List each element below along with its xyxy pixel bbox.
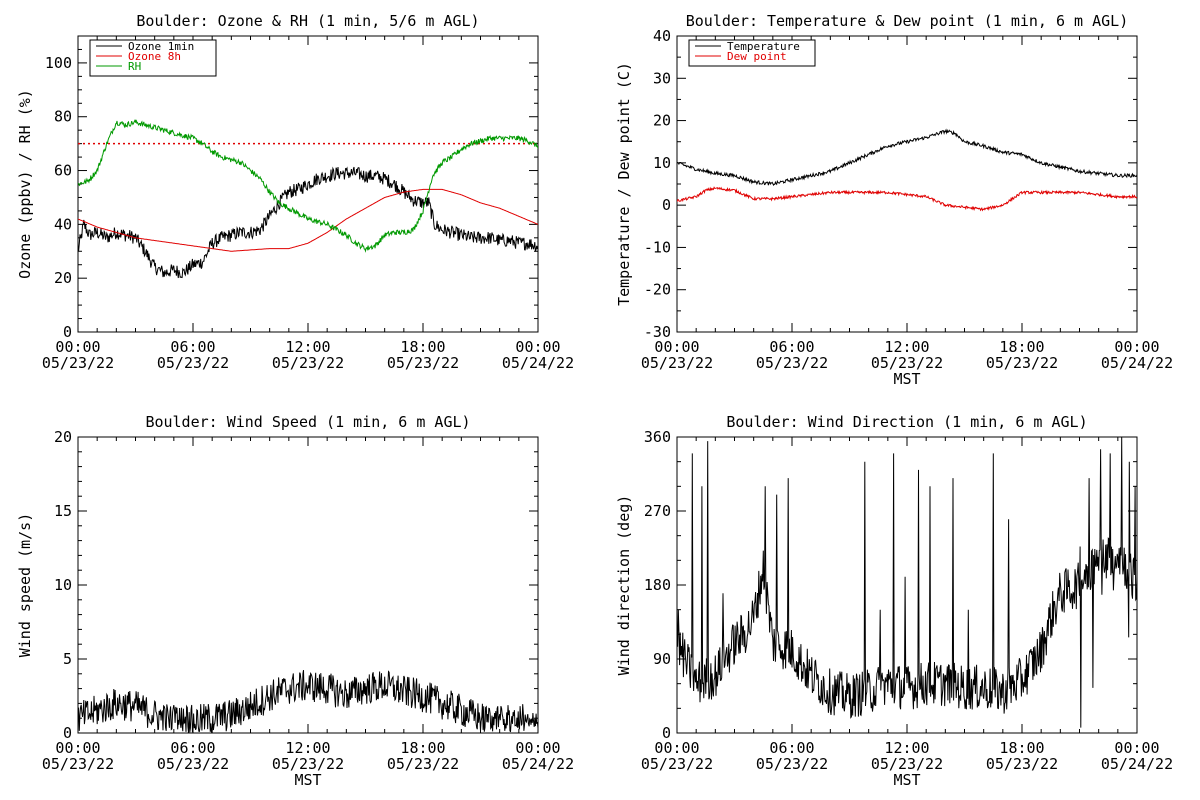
x-tick-label-time: 00:00	[654, 739, 699, 757]
x-tick-label-date: 05/23/22	[871, 354, 943, 372]
x-tick-label-time: 06:00	[769, 739, 814, 757]
x-axis-label: MST	[893, 370, 920, 388]
x-tick-label-time: 00:00	[1114, 739, 1159, 757]
data-series-line	[78, 670, 538, 733]
x-tick-label-date: 05/23/22	[986, 354, 1058, 372]
y-axis-label: Ozone (ppbv) / RH (%)	[16, 89, 34, 279]
legend-label: Ozone 1min	[128, 40, 194, 53]
y-tick-label: 360	[644, 428, 671, 446]
x-tick-label-date: 05/24/22	[502, 755, 574, 773]
x-tick-label-date: 05/23/22	[157, 354, 229, 372]
chart-title: Boulder: Wind Speed (1 min, 6 m AGL)	[145, 413, 470, 431]
legend-label: Temperature	[727, 40, 800, 53]
x-tick-label-date: 05/24/22	[502, 354, 574, 372]
y-tick-label: 0	[662, 196, 671, 214]
x-tick-label-time: 18:00	[400, 739, 445, 757]
plot-frame	[676, 35, 1138, 333]
x-tick-label-date: 05/23/22	[272, 755, 344, 773]
y-tick-label: 30	[653, 69, 671, 87]
x-tick-label-date: 05/23/22	[756, 354, 828, 372]
x-tick-label-time: 12:00	[884, 739, 929, 757]
wind-direction-panel: 09018027036000:0005/23/2206:0005/23/2212…	[615, 413, 1173, 789]
x-tick-label-time: 06:00	[170, 739, 215, 757]
x-tick-label-time: 00:00	[654, 338, 699, 356]
ozone-1min-series-line	[78, 166, 538, 279]
y-tick-label: 20	[653, 112, 671, 130]
y-tick-label: 20	[54, 269, 72, 287]
y-tick-label: 180	[644, 576, 671, 594]
x-tick-label-date: 05/23/22	[387, 755, 459, 773]
y-axis-label: Wind direction (deg)	[615, 495, 633, 676]
y-axis-label: Wind speed (m/s)	[16, 513, 34, 658]
y-tick-label: 5	[63, 650, 72, 668]
x-tick-label-time: 06:00	[170, 338, 215, 356]
x-tick-label-date: 05/23/22	[641, 755, 713, 773]
x-tick-label-time: 00:00	[515, 739, 560, 757]
x-tick-label-time: 18:00	[400, 338, 445, 356]
ozone-8h-series-line	[78, 188, 538, 252]
chart-title: Boulder: Temperature & Dew point (1 min,…	[686, 12, 1129, 30]
x-tick-label-date: 05/23/22	[756, 755, 828, 773]
x-axis-label: MST	[294, 771, 321, 789]
y-tick-label: 10	[54, 576, 72, 594]
legend-label: Ozone 8h	[128, 50, 181, 63]
chart-title: Boulder: Wind Direction (1 min, 6 m AGL)	[726, 413, 1087, 431]
y-tick-label: -20	[644, 281, 671, 299]
x-tick-label-date: 05/23/22	[42, 755, 114, 773]
temperature-dewpoint-panel: -30-20-1001020304000:0005/23/2206:0005/2…	[615, 12, 1173, 388]
rh-series-line	[78, 119, 538, 253]
x-tick-label-date: 05/23/22	[986, 755, 1058, 773]
y-tick-label: -10	[644, 238, 671, 256]
x-tick-label-time: 00:00	[55, 739, 100, 757]
x-tick-label-date: 05/23/22	[272, 354, 344, 372]
x-tick-label-time: 18:00	[999, 739, 1044, 757]
x-tick-label-time: 06:00	[769, 338, 814, 356]
x-tick-label-date: 05/24/22	[1101, 755, 1173, 773]
y-tick-label: 40	[54, 215, 72, 233]
y-axis-label: Temperature / Dew point (C)	[615, 62, 633, 306]
x-tick-label-time: 12:00	[285, 338, 330, 356]
y-tick-label: 90	[653, 650, 671, 668]
legend-box	[688, 39, 816, 67]
y-tick-label: 270	[644, 502, 671, 520]
x-tick-label-date: 05/24/22	[1101, 354, 1173, 372]
x-tick-label-time: 18:00	[999, 338, 1044, 356]
x-tick-label-time: 12:00	[884, 338, 929, 356]
dew-point-series-line	[677, 186, 1137, 212]
y-tick-label: 15	[54, 502, 72, 520]
legend-label: RH	[128, 60, 141, 73]
y-tick-label: 0	[662, 724, 671, 742]
x-axis-label: MST	[893, 771, 920, 789]
x-tick-label-date: 05/23/22	[42, 354, 114, 372]
chart-title: Boulder: Ozone & RH (1 min, 5/6 m AGL)	[136, 12, 479, 30]
y-tick-label: -30	[644, 323, 671, 341]
wind-speed-panel: 0510152000:0005/23/2206:0005/23/2212:000…	[16, 413, 574, 789]
x-tick-label-date: 05/23/22	[871, 755, 943, 773]
y-tick-label: 80	[54, 108, 72, 126]
y-tick-label: 60	[54, 162, 72, 180]
data-series-line	[677, 437, 1137, 728]
y-tick-label: 0	[63, 323, 72, 341]
x-tick-label-date: 05/23/22	[641, 354, 713, 372]
x-tick-label-time: 12:00	[285, 739, 330, 757]
y-tick-label: 10	[653, 154, 671, 172]
y-tick-label: 20	[54, 428, 72, 446]
x-tick-label-time: 00:00	[55, 338, 100, 356]
ozone-rh-panel: 02040608010000:0005/23/2206:0005/23/2212…	[16, 12, 574, 372]
legend-label: Dew point	[727, 50, 787, 63]
y-tick-label: 100	[45, 54, 72, 72]
temperature-series-line	[677, 128, 1137, 187]
x-tick-label-date: 05/23/22	[387, 354, 459, 372]
x-tick-label-time: 00:00	[1114, 338, 1159, 356]
x-tick-label-time: 00:00	[515, 338, 560, 356]
y-tick-label: 0	[63, 724, 72, 742]
x-tick-label-date: 05/23/22	[157, 755, 229, 773]
y-tick-label: 40	[653, 27, 671, 45]
